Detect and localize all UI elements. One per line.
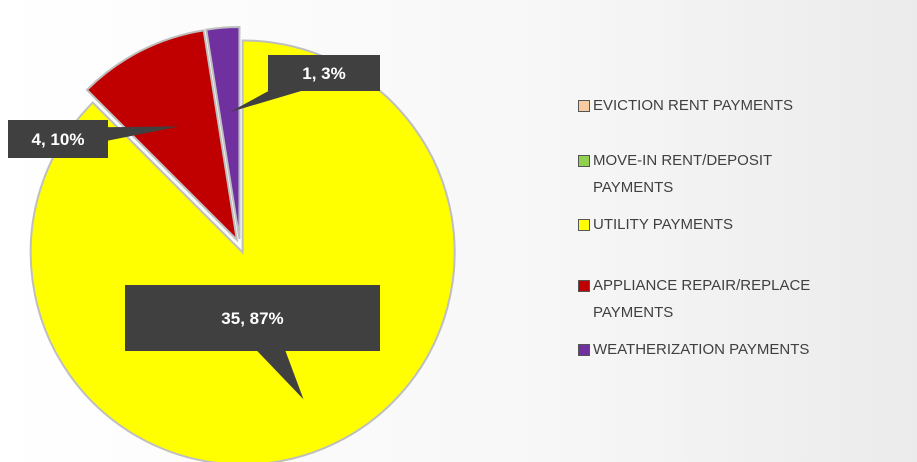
callout-box	[268, 55, 380, 91]
pie-slice	[85, 29, 239, 243]
legend-label: WEATHERIZATION PAYMENTS	[593, 341, 810, 358]
legend-label: APPLIANCE REPAIR/REPLACE PAYMENTS	[593, 277, 811, 321]
legend-swatch	[578, 100, 590, 112]
legend: EVICTION RENT PAYMENTS MOVE-IN RENT/DEPOS…	[578, 92, 908, 363]
legend-item: UTILITY PAYMENTS	[578, 211, 908, 238]
callout-box	[125, 285, 380, 351]
legend-swatch	[578, 219, 590, 231]
pie-slice	[29, 39, 456, 462]
data-label: 4, 10%	[32, 130, 85, 149]
data-label: 1, 3%	[302, 64, 345, 83]
legend-item: EVICTION RENT PAYMENTS	[578, 92, 908, 119]
legend-swatch	[578, 280, 590, 292]
legend-swatch	[578, 344, 590, 356]
callout-box	[8, 120, 108, 158]
legend-label: EVICTION RENT PAYMENTS	[593, 97, 794, 114]
legend-label: UTILITY PAYMENTS	[593, 216, 734, 233]
data-label: 35, 87%	[221, 309, 283, 328]
legend-item: MOVE-IN RENT/DEPOSIT PAYMENTS	[578, 147, 908, 201]
legend-item: APPLIANCE REPAIR/REPLACE PAYMENTS	[578, 272, 908, 326]
legend-item: WEATHERIZATION PAYMENTS	[578, 336, 908, 363]
legend-swatch	[578, 155, 590, 167]
legend-label: MOVE-IN RENT/DEPOSIT PAYMENTS	[593, 152, 772, 196]
pie-slice	[205, 26, 241, 240]
